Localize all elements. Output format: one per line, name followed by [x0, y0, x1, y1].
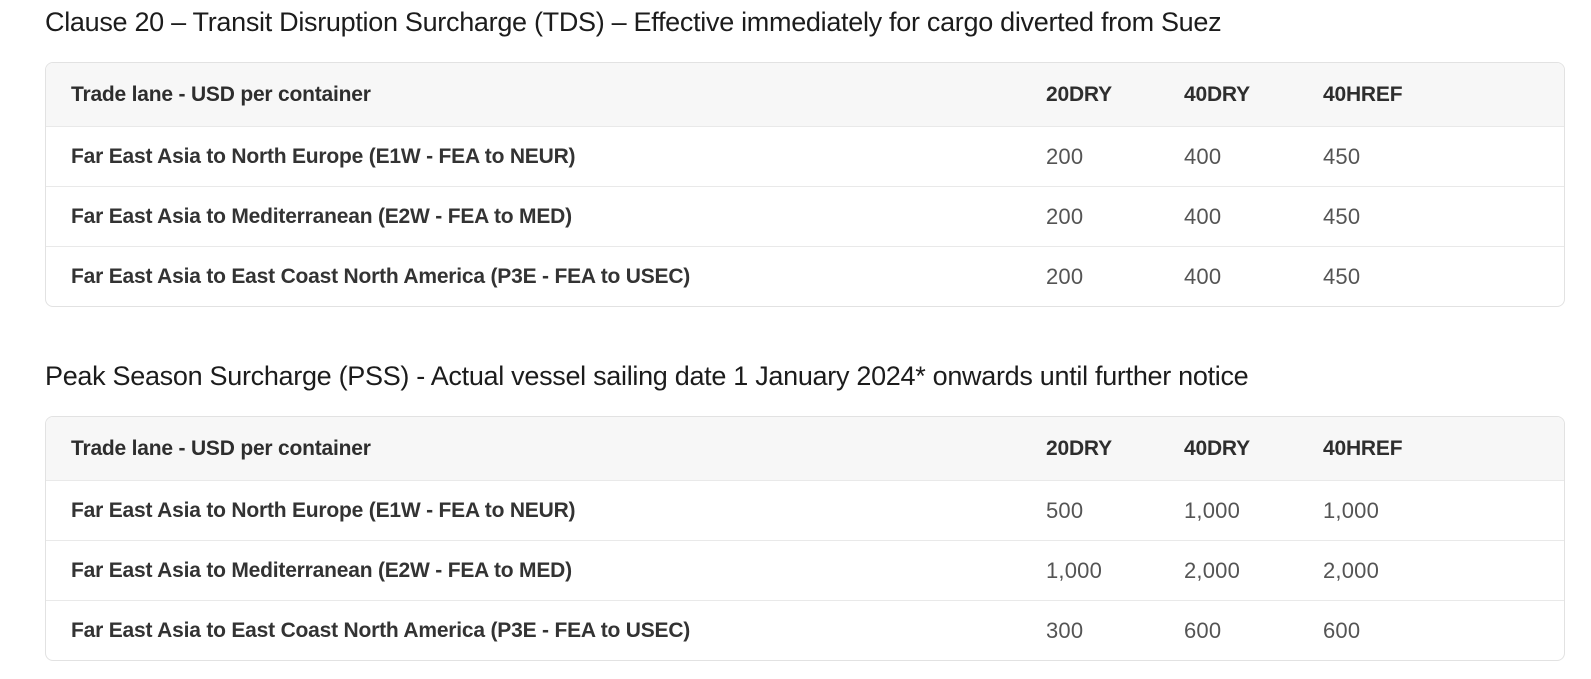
rate-cell-40dry: 400 [1184, 263, 1222, 289]
table-row: Far East Asia to Mediterranean (E2W - FE… [46, 186, 1564, 246]
rate-cell-40href: 450 [1323, 263, 1361, 289]
page-content: Clause 20 – Transit Disruption Surcharge… [45, 6, 1565, 661]
rate-cell-40dry: 1,000 [1184, 497, 1241, 523]
pss-section-title: Peak Season Surcharge (PSS) - Actual ves… [45, 361, 1249, 391]
rate-cell-40dry: 400 [1184, 203, 1222, 229]
column-header-40href: 40HREF [1323, 436, 1403, 460]
tds-section: Clause 20 – Transit Disruption Surcharge… [45, 6, 1565, 307]
column-header-40dry: 40DRY [1184, 436, 1250, 460]
rate-cell-40href: 450 [1323, 143, 1361, 169]
column-header-trade-lane: Trade lane - USD per container [71, 436, 371, 460]
rate-cell-40href: 1,000 [1323, 497, 1380, 523]
rate-cell-40dry: 2,000 [1184, 557, 1241, 583]
table-row: Far East Asia to East Coast North Americ… [46, 600, 1564, 660]
pss-section: Peak Season Surcharge (PSS) - Actual ves… [45, 360, 1565, 661]
pss-table-header-row: Trade lane - USD per container 20DRY 40D… [46, 417, 1564, 480]
rate-cell-20dry: 200 [1046, 203, 1084, 229]
trade-lane-cell: Far East Asia to Mediterranean (E2W - FE… [71, 204, 572, 228]
table-row: Far East Asia to East Coast North Americ… [46, 246, 1564, 306]
rate-cell-20dry: 1,000 [1046, 557, 1103, 583]
rate-cell-20dry: 500 [1046, 497, 1084, 523]
trade-lane-cell: Far East Asia to North Europe (E1W - FEA… [71, 144, 576, 168]
column-header-20dry: 20DRY [1046, 82, 1112, 106]
trade-lane-cell: Far East Asia to North Europe (E1W - FEA… [71, 498, 576, 522]
column-header-trade-lane: Trade lane - USD per container [71, 82, 371, 106]
table-row: Far East Asia to North Europe (E1W - FEA… [46, 480, 1564, 540]
pss-table: Trade lane - USD per container 20DRY 40D… [45, 416, 1565, 661]
trade-lane-cell: Far East Asia to Mediterranean (E2W - FE… [71, 558, 572, 582]
rate-cell-40href: 600 [1323, 617, 1361, 643]
rate-cell-20dry: 200 [1046, 143, 1084, 169]
rate-cell-20dry: 200 [1046, 263, 1084, 289]
tds-table: Trade lane - USD per container 20DRY 40D… [45, 62, 1565, 307]
trade-lane-cell: Far East Asia to East Coast North Americ… [71, 618, 691, 642]
trade-lane-cell: Far East Asia to East Coast North Americ… [71, 264, 691, 288]
column-header-40href: 40HREF [1323, 82, 1403, 106]
rate-cell-20dry: 300 [1046, 617, 1084, 643]
rate-cell-40href: 450 [1323, 203, 1361, 229]
rate-cell-40dry: 600 [1184, 617, 1222, 643]
table-row: Far East Asia to North Europe (E1W - FEA… [46, 126, 1564, 186]
table-row: Far East Asia to Mediterranean (E2W - FE… [46, 540, 1564, 600]
tds-table-header-row: Trade lane - USD per container 20DRY 40D… [46, 63, 1564, 126]
rate-cell-40href: 2,000 [1323, 557, 1380, 583]
column-header-40dry: 40DRY [1184, 82, 1250, 106]
column-header-20dry: 20DRY [1046, 436, 1112, 460]
tds-section-title: Clause 20 – Transit Disruption Surcharge… [45, 7, 1222, 37]
rate-cell-40dry: 400 [1184, 143, 1222, 169]
